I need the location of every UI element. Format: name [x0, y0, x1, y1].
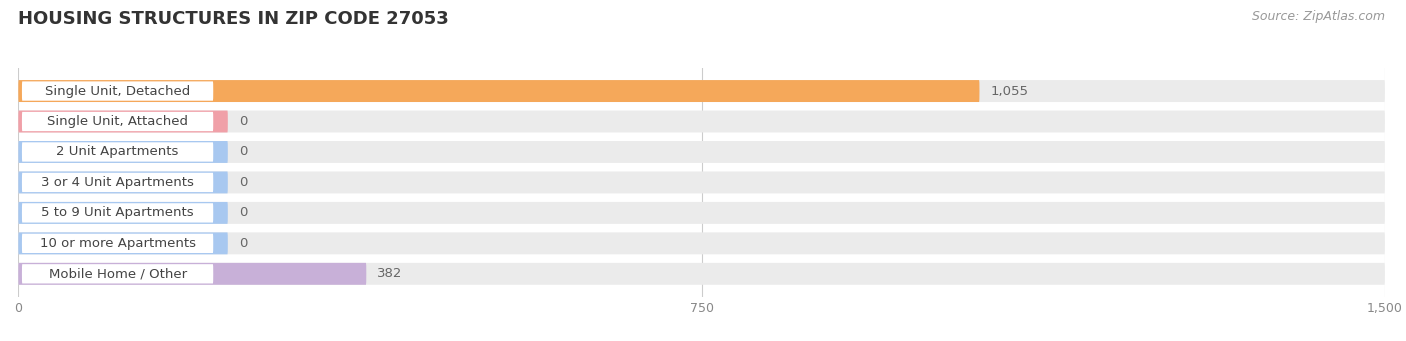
FancyBboxPatch shape [18, 202, 228, 224]
Text: 0: 0 [239, 237, 247, 250]
FancyBboxPatch shape [18, 141, 228, 163]
Text: 0: 0 [239, 115, 247, 128]
Text: 0: 0 [239, 176, 247, 189]
FancyBboxPatch shape [22, 203, 214, 223]
Text: 1,055: 1,055 [990, 85, 1028, 98]
FancyBboxPatch shape [18, 80, 1385, 102]
FancyBboxPatch shape [22, 234, 214, 253]
Text: Source: ZipAtlas.com: Source: ZipAtlas.com [1251, 10, 1385, 23]
FancyBboxPatch shape [22, 173, 214, 192]
FancyBboxPatch shape [18, 110, 1385, 132]
Text: Single Unit, Attached: Single Unit, Attached [46, 115, 188, 128]
Text: 0: 0 [239, 206, 247, 219]
FancyBboxPatch shape [22, 112, 214, 131]
Text: Mobile Home / Other: Mobile Home / Other [49, 267, 187, 280]
Text: 2 Unit Apartments: 2 Unit Apartments [56, 146, 179, 159]
Text: 3 or 4 Unit Apartments: 3 or 4 Unit Apartments [41, 176, 194, 189]
FancyBboxPatch shape [22, 81, 214, 101]
FancyBboxPatch shape [18, 263, 367, 285]
FancyBboxPatch shape [18, 110, 228, 132]
Text: 10 or more Apartments: 10 or more Apartments [39, 237, 195, 250]
FancyBboxPatch shape [18, 172, 228, 193]
Text: 5 to 9 Unit Apartments: 5 to 9 Unit Apartments [41, 206, 194, 219]
Text: 0: 0 [239, 146, 247, 159]
Text: HOUSING STRUCTURES IN ZIP CODE 27053: HOUSING STRUCTURES IN ZIP CODE 27053 [18, 10, 449, 28]
FancyBboxPatch shape [18, 202, 1385, 224]
FancyBboxPatch shape [18, 80, 980, 102]
FancyBboxPatch shape [18, 141, 1385, 163]
Text: Single Unit, Detached: Single Unit, Detached [45, 85, 190, 98]
FancyBboxPatch shape [18, 172, 1385, 193]
Text: 382: 382 [377, 267, 402, 280]
FancyBboxPatch shape [22, 142, 214, 162]
FancyBboxPatch shape [18, 263, 1385, 285]
FancyBboxPatch shape [18, 233, 1385, 254]
FancyBboxPatch shape [18, 233, 228, 254]
FancyBboxPatch shape [22, 264, 214, 283]
